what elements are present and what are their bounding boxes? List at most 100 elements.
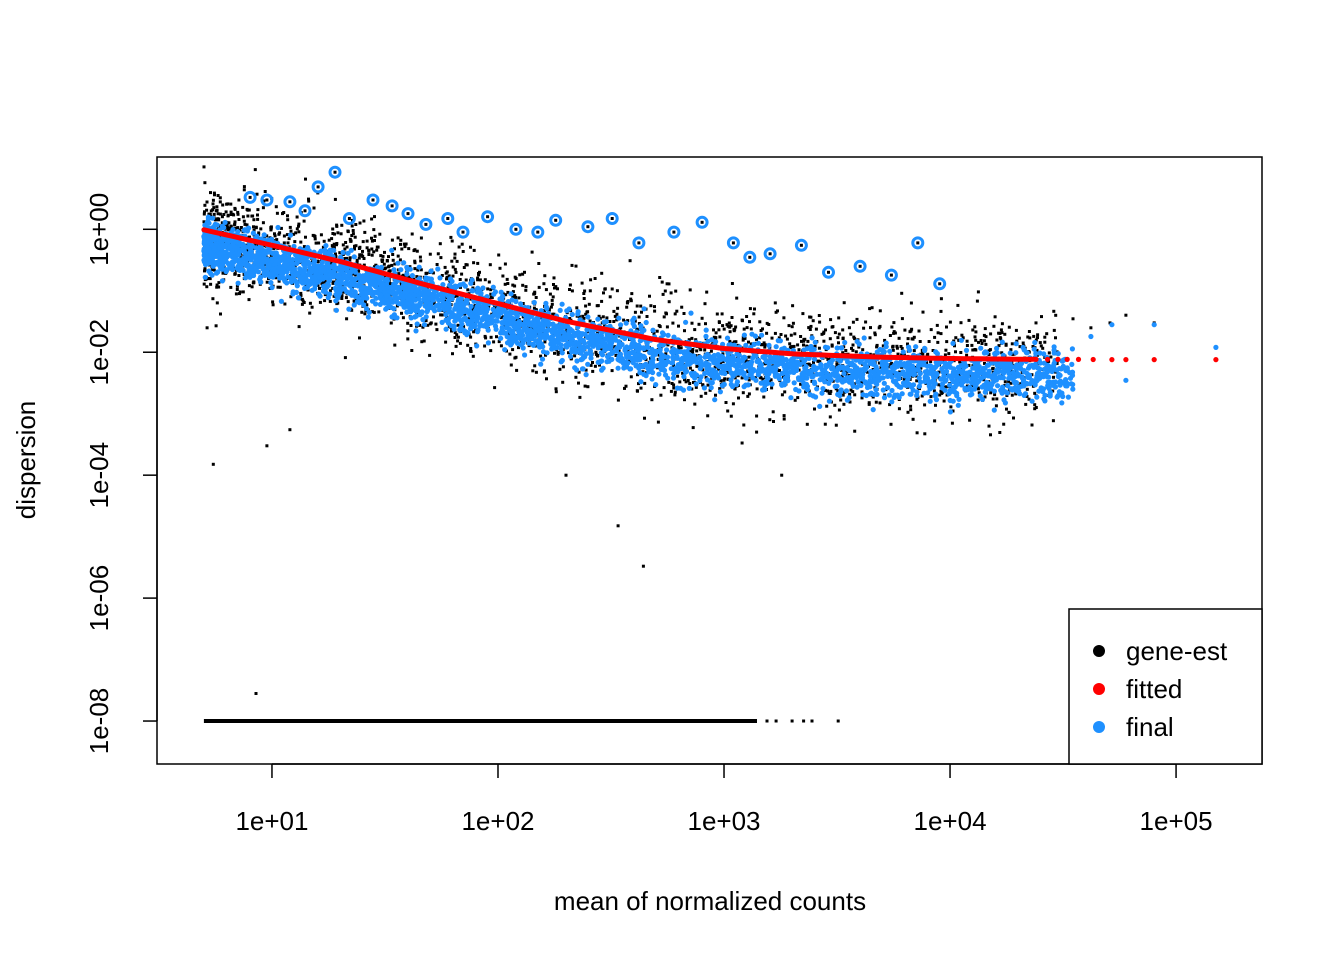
gene-est-point xyxy=(462,325,466,329)
final-point xyxy=(508,291,514,297)
gene-est-point xyxy=(667,300,671,304)
gene-est-point xyxy=(327,238,331,242)
gene-est-point xyxy=(455,259,459,263)
gene-est-point xyxy=(939,389,943,393)
final-point xyxy=(842,339,848,346)
gene-est-point xyxy=(220,215,224,219)
gene-est-point xyxy=(287,237,291,241)
gene-est-point xyxy=(583,384,587,388)
gene-est-point xyxy=(503,324,506,328)
gene-est-point xyxy=(772,420,775,423)
gene-est-point xyxy=(391,253,395,256)
gene-est-point xyxy=(229,285,233,289)
gene-est-point xyxy=(370,253,374,257)
gene-est-point xyxy=(700,220,704,224)
gene-est-point xyxy=(608,320,612,323)
gene-est-point xyxy=(234,292,238,296)
final-point xyxy=(616,339,622,345)
gene-est-point xyxy=(888,403,892,407)
gene-est-point xyxy=(1036,333,1040,337)
gene-est-point xyxy=(367,248,371,252)
gene-est-point xyxy=(643,416,646,420)
gene-est-point xyxy=(493,386,497,390)
gene-est-point xyxy=(677,346,681,350)
gene-est-point xyxy=(1018,345,1022,349)
final-point xyxy=(750,375,756,381)
gene-est-point xyxy=(424,222,428,226)
gene-est-point xyxy=(225,223,229,227)
gene-est-point xyxy=(401,273,405,277)
gene-est-point xyxy=(203,267,207,271)
gene-est-point xyxy=(271,300,275,304)
gene-est-point xyxy=(597,314,601,318)
gene-est-point xyxy=(595,304,599,308)
gene-est-point xyxy=(635,327,639,331)
gene-est-point xyxy=(679,346,683,350)
gene-est-point xyxy=(728,330,732,334)
gene-est-point xyxy=(578,395,582,399)
final-point xyxy=(325,295,331,301)
final-point xyxy=(686,385,692,391)
gene-est-point xyxy=(993,393,997,397)
gene-est-point xyxy=(851,390,855,394)
gene-est-point xyxy=(340,223,344,227)
gene-est-point xyxy=(688,288,692,292)
gene-est-point xyxy=(217,285,221,289)
gene-est-point xyxy=(1000,351,1004,355)
gene-est-point xyxy=(837,316,841,320)
gene-est-point xyxy=(486,215,490,219)
gene-est-point xyxy=(428,252,432,256)
final-point xyxy=(441,292,447,298)
final-point xyxy=(585,361,591,367)
gene-est-point xyxy=(833,331,837,335)
gene-est-point xyxy=(717,321,721,324)
gene-est-point xyxy=(895,344,899,348)
gene-est-point xyxy=(387,264,391,268)
gene-est-point xyxy=(793,332,797,336)
gene-est-point xyxy=(370,239,374,243)
gene-est-point xyxy=(402,242,406,246)
gene-est-point xyxy=(610,217,614,220)
gene-est-point xyxy=(252,225,255,229)
final-point xyxy=(416,264,422,270)
gene-est-point xyxy=(256,213,259,217)
gene-est-point xyxy=(236,226,240,230)
final-point xyxy=(918,379,924,385)
gene-est-point xyxy=(1014,392,1018,396)
gene-est-point xyxy=(212,206,216,210)
gene-est-point xyxy=(712,335,716,339)
gene-est-point xyxy=(358,221,362,225)
final-points xyxy=(201,165,1219,415)
gene-est-point xyxy=(416,268,420,272)
gene-est-point xyxy=(997,344,1001,348)
gene-est-point xyxy=(973,335,977,339)
gene-est-point xyxy=(807,326,811,330)
final-point xyxy=(616,315,622,321)
gene-est-point xyxy=(354,297,358,301)
gene-est-point xyxy=(982,339,986,343)
gene-est-point xyxy=(450,239,454,243)
gene-est-point xyxy=(841,351,845,355)
gene-est-point xyxy=(254,225,258,229)
gene-est-point xyxy=(818,360,822,364)
gene-est-point xyxy=(344,241,348,244)
gene-est-point xyxy=(353,247,356,251)
gene-est-point xyxy=(348,259,352,263)
final-point xyxy=(887,348,893,354)
gene-est-point xyxy=(271,303,275,307)
gene-est-point xyxy=(936,331,940,335)
final-point xyxy=(574,358,580,364)
gene-est-point xyxy=(1043,340,1047,344)
gene-est-point xyxy=(828,337,832,341)
gene-est-point xyxy=(653,309,657,313)
gene-est-point xyxy=(608,295,612,299)
gene-est-point xyxy=(600,299,604,303)
gene-est-point xyxy=(690,336,694,340)
gene-est-point xyxy=(361,240,365,244)
gene-est-point xyxy=(1014,328,1018,332)
gene-est-point xyxy=(365,246,369,250)
gene-est-point xyxy=(755,430,759,434)
gene-est-point xyxy=(418,323,422,327)
gene-est-point xyxy=(1003,332,1007,336)
gene-est-point xyxy=(340,297,344,300)
